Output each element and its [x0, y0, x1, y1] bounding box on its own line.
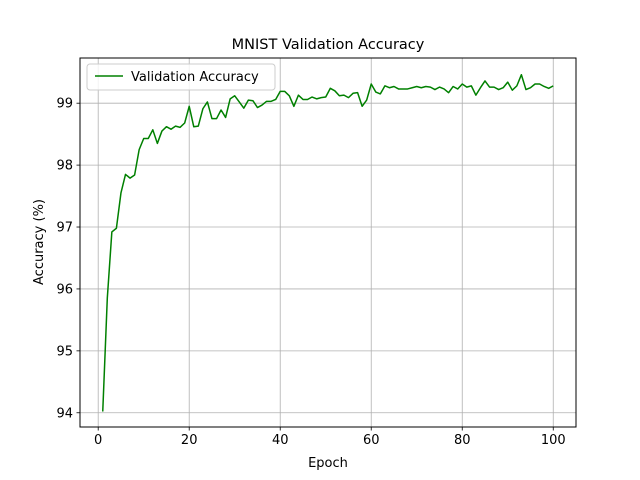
y-tick-label: 97 [56, 221, 73, 236]
x-tick-label: 80 [454, 433, 471, 448]
chart-title: MNIST Validation Accuracy [232, 37, 425, 53]
series-layer [102, 73, 554, 412]
x-tick-label: 20 [181, 433, 198, 448]
y-axis-label: Accuracy (%) [32, 199, 47, 285]
x-axis-label: Epoch [308, 456, 348, 471]
grid [80, 58, 576, 427]
y-tick-label: 96 [56, 282, 73, 297]
y-tick-label: 98 [56, 159, 73, 174]
x-tick-label: 60 [363, 433, 380, 448]
x-tick-label: 40 [272, 433, 289, 448]
legend: Validation Accuracy [86, 63, 276, 91]
legend-box [86, 63, 276, 91]
y-tick-label: 95 [56, 344, 73, 359]
legend-label: Validation Accuracy [131, 70, 259, 85]
y-tick-label: 99 [56, 97, 73, 112]
plot-frame [79, 57, 577, 428]
y-axis: 94 95 96 97 98 99 [56, 97, 80, 421]
y-tick-label: 94 [56, 406, 73, 421]
x-tick-label: 0 [94, 433, 102, 448]
series-line-validation-accuracy [102, 73, 554, 412]
x-axis: 0 20 40 60 80 100 [94, 427, 566, 448]
x-tick-label: 100 [541, 433, 566, 448]
